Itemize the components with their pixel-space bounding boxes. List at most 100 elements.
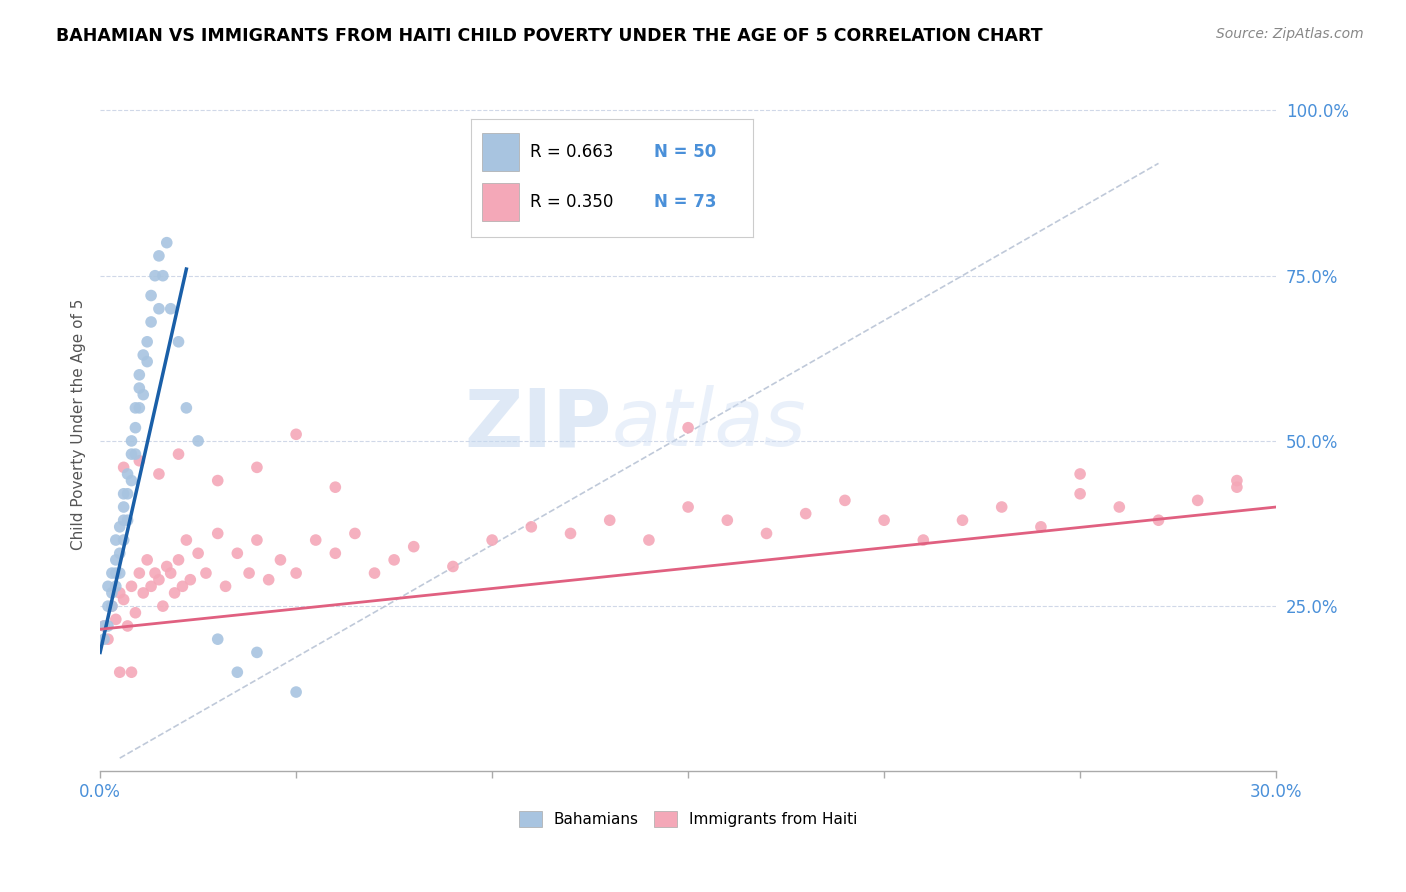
Point	[108, 566, 131, 580]
Point	[97, 632, 120, 647]
Point	[152, 599, 174, 614]
Point	[124, 420, 146, 434]
Point	[226, 546, 249, 560]
Point	[912, 533, 935, 547]
Point	[402, 540, 425, 554]
Point	[143, 566, 166, 580]
Point	[323, 480, 346, 494]
Point	[143, 268, 166, 283]
Point	[104, 566, 127, 580]
Point	[1108, 500, 1130, 514]
Point	[481, 533, 503, 547]
Point	[97, 579, 120, 593]
Point	[117, 619, 139, 633]
Point	[148, 467, 170, 481]
Point	[104, 553, 127, 567]
Point	[112, 460, 135, 475]
Point	[285, 566, 308, 580]
Point	[520, 520, 543, 534]
Point	[716, 513, 738, 527]
Point	[257, 573, 280, 587]
Point	[194, 566, 217, 580]
Point	[638, 533, 661, 547]
Point	[305, 533, 328, 547]
Text: atlas: atlas	[612, 385, 807, 464]
Point	[104, 579, 127, 593]
Point	[117, 467, 139, 481]
Point	[152, 268, 174, 283]
Point	[159, 301, 181, 316]
Point	[108, 665, 131, 680]
Point	[269, 553, 291, 567]
Point	[226, 665, 249, 680]
Point	[121, 474, 143, 488]
Point	[108, 520, 131, 534]
Point	[156, 235, 179, 250]
Legend: Bahamians, Immigrants from Haiti: Bahamians, Immigrants from Haiti	[513, 805, 863, 833]
Point	[382, 553, 405, 567]
Point	[132, 348, 155, 362]
Point	[834, 493, 856, 508]
Point	[148, 573, 170, 587]
Point	[121, 447, 143, 461]
Point	[323, 546, 346, 560]
Point	[112, 513, 135, 527]
Point	[207, 632, 229, 647]
Point	[1226, 474, 1249, 488]
Point	[246, 533, 269, 547]
Point	[238, 566, 260, 580]
Point	[128, 381, 150, 395]
Point	[112, 487, 135, 501]
Point	[104, 533, 127, 547]
Point	[755, 526, 778, 541]
Point	[1029, 520, 1052, 534]
Point	[187, 546, 209, 560]
Point	[952, 513, 974, 527]
Point	[101, 599, 124, 614]
Point	[187, 434, 209, 448]
Point	[207, 474, 229, 488]
Point	[148, 249, 170, 263]
Point	[159, 566, 181, 580]
Point	[599, 513, 621, 527]
Point	[139, 315, 162, 329]
Point	[179, 573, 201, 587]
Point	[214, 579, 236, 593]
Text: BAHAMIAN VS IMMIGRANTS FROM HAITI CHILD POVERTY UNDER THE AGE OF 5 CORRELATION C: BAHAMIAN VS IMMIGRANTS FROM HAITI CHILD …	[56, 27, 1043, 45]
Point	[676, 500, 699, 514]
Point	[124, 401, 146, 415]
Point	[676, 420, 699, 434]
Point	[176, 533, 198, 547]
Point	[1226, 480, 1249, 494]
Point	[93, 632, 115, 647]
Point	[990, 500, 1012, 514]
Point	[139, 579, 162, 593]
Point	[441, 559, 464, 574]
Point	[93, 619, 115, 633]
Point	[1187, 493, 1209, 508]
Point	[148, 301, 170, 316]
Y-axis label: Child Poverty Under the Age of 5: Child Poverty Under the Age of 5	[72, 299, 86, 550]
Point	[136, 553, 159, 567]
Point	[104, 612, 127, 626]
Point	[128, 454, 150, 468]
Point	[1069, 487, 1091, 501]
Point	[132, 586, 155, 600]
Point	[167, 553, 190, 567]
Point	[136, 334, 159, 349]
Point	[167, 334, 190, 349]
Point	[108, 546, 131, 560]
Point	[139, 288, 162, 302]
Point	[97, 619, 120, 633]
Point	[163, 586, 186, 600]
Point	[285, 685, 308, 699]
Point	[112, 592, 135, 607]
Point	[121, 434, 143, 448]
Point	[246, 645, 269, 659]
Point	[93, 619, 115, 633]
Point	[794, 507, 817, 521]
Point	[117, 513, 139, 527]
Point	[124, 447, 146, 461]
Point	[363, 566, 385, 580]
Point	[1147, 513, 1170, 527]
